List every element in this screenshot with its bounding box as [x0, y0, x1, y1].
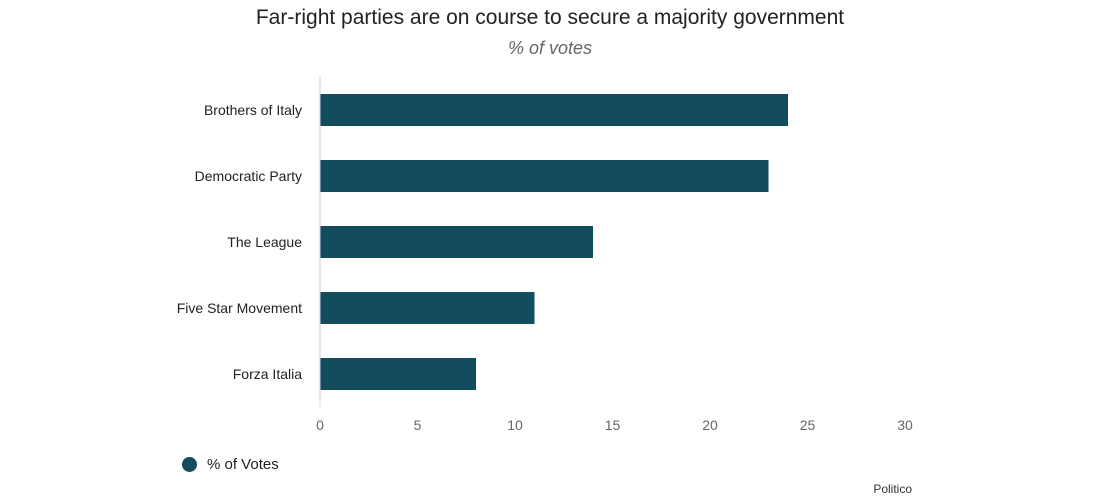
bar-democratic-party[interactable] — [320, 160, 769, 192]
category-label: Forza Italia — [233, 366, 302, 382]
legend-swatch-icon — [182, 457, 197, 472]
x-tick-label: 0 — [316, 417, 324, 433]
category-label: Democratic Party — [195, 168, 302, 184]
legend[interactable]: % of Votes — [182, 456, 279, 473]
source-credit: Politico — [873, 482, 912, 496]
bar-forza-italia[interactable] — [320, 358, 476, 390]
category-label: Brothers of Italy — [204, 102, 302, 118]
bar-five-star-movement[interactable] — [320, 292, 535, 324]
x-tick-label: 30 — [897, 417, 913, 433]
bar-brothers-of-italy[interactable] — [320, 94, 788, 126]
x-tick-label: 10 — [507, 417, 523, 433]
legend-label: % of Votes — [207, 456, 279, 473]
bars-group — [320, 94, 788, 390]
category-label: Five Star Movement — [177, 300, 302, 316]
bar-the-league[interactable] — [320, 226, 593, 258]
x-tick-labels-group: 0 5 10 15 20 25 30 — [316, 417, 913, 433]
category-labels-group: Brothers of Italy Democratic Party The Lea… — [177, 102, 302, 382]
x-tick-label: 20 — [702, 417, 718, 433]
chart-subtitle: % of votes — [507, 38, 593, 58]
x-tick-label: 25 — [800, 417, 816, 433]
x-tick-label: 15 — [605, 417, 621, 433]
x-tick-label: 5 — [414, 417, 422, 433]
category-label: The League — [227, 234, 302, 250]
chart-title: Far-right parties are on course to secur… — [255, 6, 845, 29]
